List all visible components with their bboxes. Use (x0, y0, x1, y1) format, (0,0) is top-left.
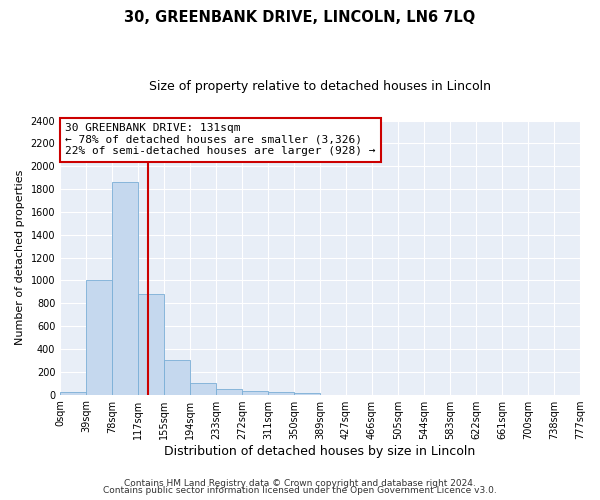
X-axis label: Distribution of detached houses by size in Lincoln: Distribution of detached houses by size … (164, 444, 476, 458)
Title: Size of property relative to detached houses in Lincoln: Size of property relative to detached ho… (149, 80, 491, 93)
Bar (164, 360, 190, 394)
Bar (190, 383, 216, 394)
Text: Contains public sector information licensed under the Open Government Licence v3: Contains public sector information licen… (103, 486, 497, 495)
Bar (242, 391, 268, 394)
Bar (216, 390, 242, 394)
Bar (86, 280, 112, 394)
Y-axis label: Number of detached properties: Number of detached properties (15, 170, 25, 346)
Bar (112, 182, 139, 394)
Text: Contains HM Land Registry data © Crown copyright and database right 2024.: Contains HM Land Registry data © Crown c… (124, 478, 476, 488)
Bar (295, 393, 320, 394)
Bar (60, 392, 86, 394)
Text: 30, GREENBANK DRIVE, LINCOLN, LN6 7LQ: 30, GREENBANK DRIVE, LINCOLN, LN6 7LQ (124, 10, 476, 25)
Bar (139, 294, 164, 394)
Bar (268, 392, 295, 394)
Text: 30 GREENBANK DRIVE: 131sqm
← 78% of detached houses are smaller (3,326)
22% of s: 30 GREENBANK DRIVE: 131sqm ← 78% of deta… (65, 124, 376, 156)
